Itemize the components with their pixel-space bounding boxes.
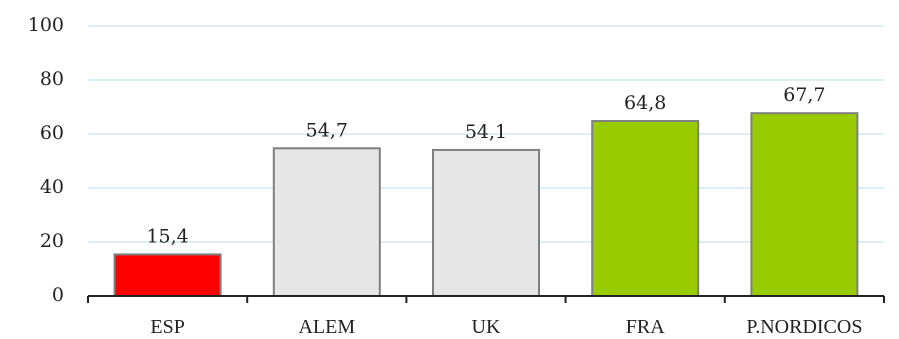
data-label: 67,7 [783, 84, 825, 106]
x-tick-label: FRA [626, 316, 665, 338]
data-label: 15,4 [146, 225, 188, 247]
axes [87, 295, 885, 303]
bar-alem [272, 147, 381, 297]
y-tick-label: 100 [28, 14, 64, 36]
bar-esp [113, 253, 222, 297]
y-tick-label: 80 [40, 68, 64, 90]
y-tick-label: 20 [40, 230, 64, 252]
x-tick-label: ALEM [298, 316, 355, 338]
bar-p-nordicos [750, 112, 859, 297]
y-tick-label: 60 [40, 122, 64, 144]
bar-fra [591, 120, 700, 298]
labels: 0 20 40 60 80 100 15,4 ESP 54,7 ALEM 54,1 UK 64,8 FRA… [28, 14, 863, 338]
data-label: 54,1 [465, 121, 507, 143]
data-label: 64,8 [624, 92, 666, 114]
bars [113, 112, 859, 298]
x-tick-label: ESP [150, 316, 184, 338]
x-tick-label: P.NORDICOS [746, 316, 862, 338]
y-tick-label: 40 [40, 176, 64, 198]
x-tick-label: UK [472, 316, 501, 338]
y-tick-label: 0 [52, 284, 64, 306]
data-label: 54,7 [306, 119, 348, 141]
bar-uk [432, 148, 540, 297]
